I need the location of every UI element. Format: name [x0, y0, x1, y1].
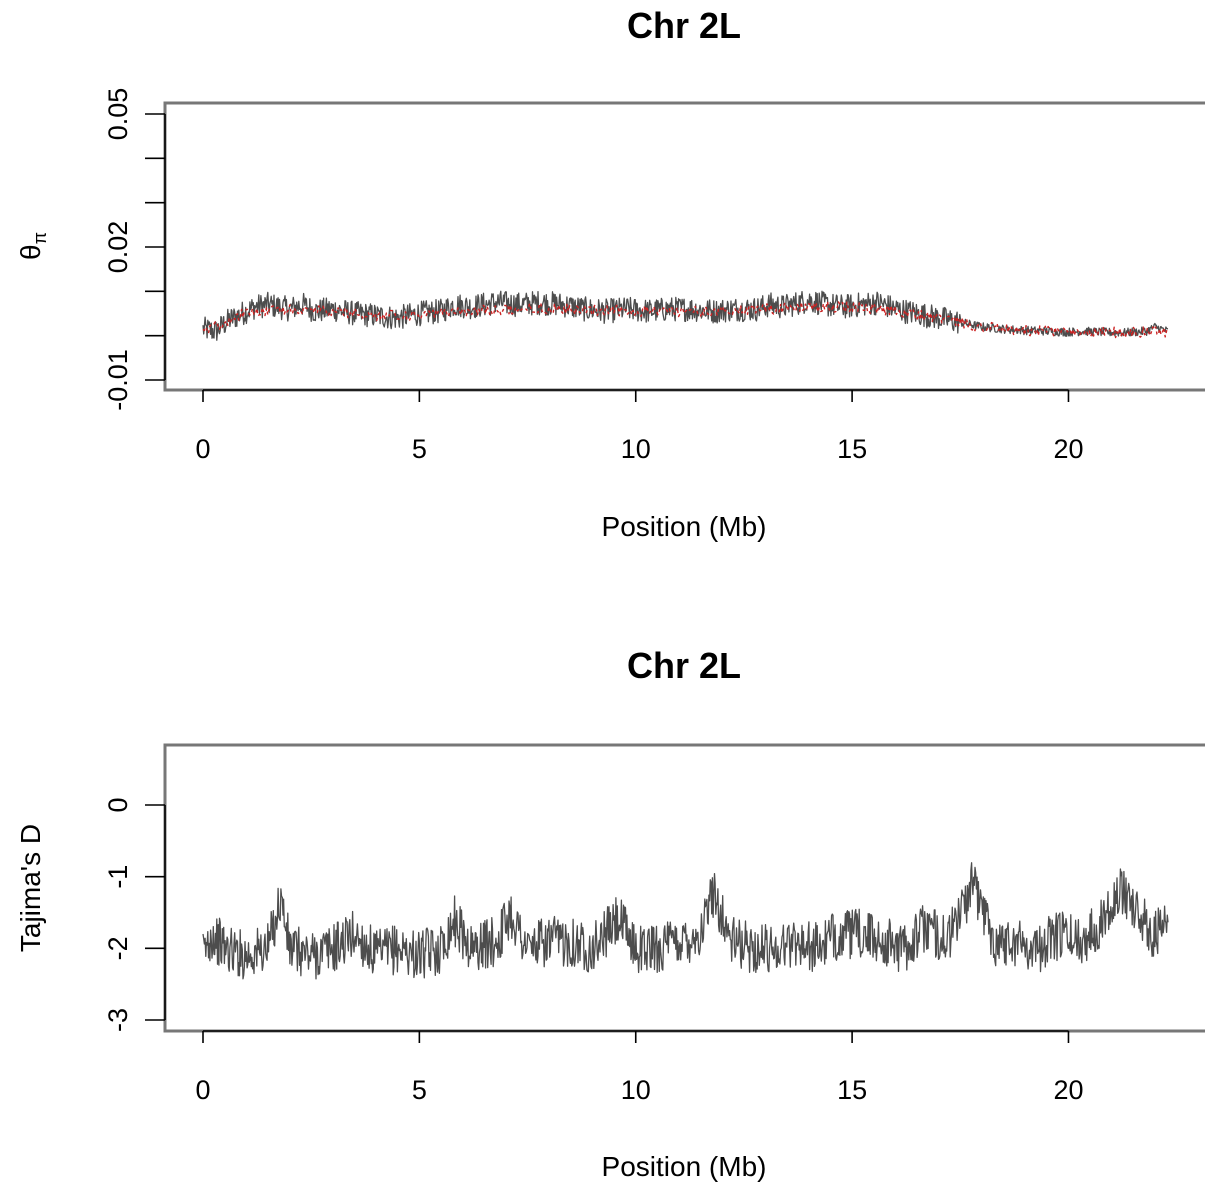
x-tick-label: 20: [1053, 434, 1083, 464]
x-tick-label: 0: [195, 434, 210, 464]
tajimas-d-plot-area: [202, 862, 1169, 980]
x-axis-label: Position (Mb): [602, 1151, 767, 1182]
x-tick-label: 20: [1053, 1075, 1083, 1105]
y-tick-label: -0.01: [103, 349, 133, 411]
y-axis: -3 -2 -1 0: [103, 797, 166, 1032]
x-tick-label: 5: [412, 1075, 427, 1105]
x-tick-label: 5: [412, 434, 427, 464]
y-tick-label: 0: [103, 797, 133, 812]
x-tick-label: 10: [621, 1075, 651, 1105]
plot-frame: [163, 101, 1205, 392]
chart-title: Chr 2L: [627, 645, 741, 686]
y-axis: -0.01 0.02 0.05: [103, 88, 166, 411]
x-tick-label: 0: [195, 1075, 210, 1105]
theta-pi-plot-area: [202, 290, 1169, 341]
y-tick-label: -3: [103, 1008, 133, 1032]
x-tick-label: 15: [837, 1075, 867, 1105]
y-tick-label: 0.02: [103, 221, 133, 274]
y-axis-label: θπ: [15, 232, 50, 260]
y-tick-label: -1: [103, 865, 133, 889]
chart-title: Chr 2L: [627, 5, 741, 46]
smoothed-series-line: [202, 300, 1169, 339]
x-tick-label: 15: [837, 434, 867, 464]
tajimas-d-panel: Chr 2L 0 5 10 15 20 -3 -2 -1 0 Position (Mb) Ta…: [15, 645, 1205, 1182]
y-axis-label: Tajima's D: [15, 824, 46, 952]
x-axis: 0 5 10 15 20: [195, 1030, 1083, 1105]
y-tick-label: -2: [103, 936, 133, 960]
windowed-series-line: [202, 862, 1169, 980]
theta-pi-panel: Chr 2L 0 5 10 15 20 -0.01 0.02 0.05 Position (…: [15, 5, 1205, 542]
x-axis-label: Position (Mb): [602, 511, 767, 542]
y-tick-label: 0.05: [103, 88, 133, 141]
x-axis: 0 5 10 15 20: [195, 389, 1083, 464]
y-axis-label-sub: π: [30, 232, 50, 244]
windowed-series-line: [202, 290, 1169, 341]
y-axis-label-main: θ: [15, 244, 46, 260]
plot-frame: [163, 743, 1205, 1033]
x-tick-label: 10: [621, 434, 651, 464]
